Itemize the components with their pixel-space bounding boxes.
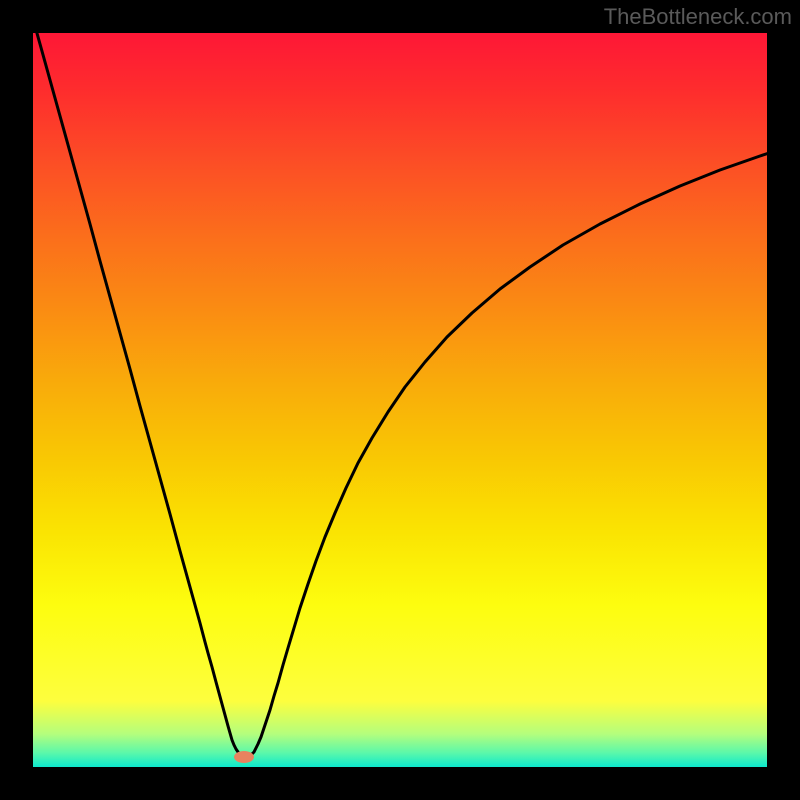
plot-area [33, 33, 767, 767]
chart-container: TheBottleneck.com [0, 0, 800, 800]
optimal-marker [234, 751, 254, 763]
bottleneck-chart [0, 0, 800, 800]
watermark-text: TheBottleneck.com [604, 4, 792, 30]
